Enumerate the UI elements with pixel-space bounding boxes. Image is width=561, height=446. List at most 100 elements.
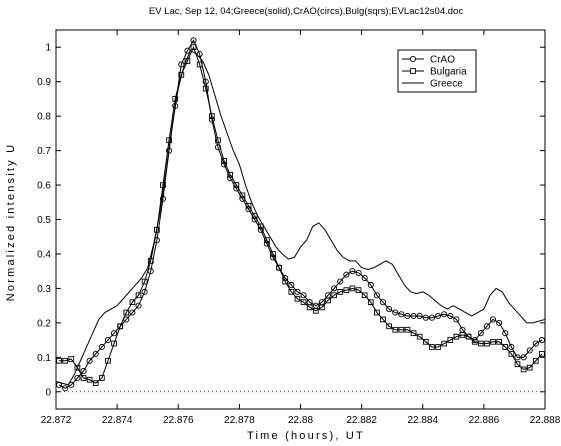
data-point-bulgaria bbox=[429, 344, 435, 350]
data-point-crao bbox=[404, 312, 411, 320]
data-point-bulgaria bbox=[300, 299, 307, 306]
plot-area bbox=[55, 37, 546, 393]
data-point-bulgaria bbox=[245, 202, 252, 209]
data-point-bulgaria bbox=[435, 344, 441, 350]
data-point-bulgaria bbox=[135, 292, 142, 299]
y-tick-label: 0.4 bbox=[37, 249, 51, 260]
legend-marker-crao bbox=[409, 55, 417, 63]
data-point-bulgaria bbox=[111, 340, 117, 347]
data-point-crao bbox=[337, 278, 344, 285]
data-point-crao bbox=[526, 347, 533, 354]
data-point-crao bbox=[104, 337, 112, 344]
data-point-bulgaria bbox=[282, 278, 289, 285]
x-tick-label: 22.878 bbox=[224, 415, 255, 426]
data-point-crao bbox=[288, 281, 295, 289]
data-point-crao bbox=[496, 319, 503, 326]
data-point-bulgaria bbox=[343, 287, 350, 293]
x-tick-label: 22.876 bbox=[163, 415, 194, 426]
x-tick-label: 22.884 bbox=[407, 415, 438, 426]
data-point-crao bbox=[379, 299, 387, 306]
data-point-crao bbox=[477, 330, 484, 337]
data-point-bulgaria bbox=[520, 366, 527, 373]
data-point-bulgaria bbox=[496, 338, 503, 345]
data-point-crao bbox=[361, 275, 368, 282]
data-point-bulgaria bbox=[441, 340, 447, 347]
data-point-bulgaria bbox=[92, 380, 99, 387]
data-point-bulgaria bbox=[374, 309, 380, 316]
data-point-bulgaria bbox=[380, 316, 386, 323]
data-point-bulgaria bbox=[190, 44, 197, 51]
data-point-bulgaria bbox=[257, 223, 264, 230]
data-point-crao bbox=[74, 374, 81, 382]
data-point-crao bbox=[434, 312, 442, 320]
data-point-crao bbox=[300, 292, 307, 299]
data-point-bulgaria bbox=[233, 182, 240, 188]
legend-marker-bulgaria bbox=[410, 68, 416, 74]
data-point-crao bbox=[62, 385, 69, 392]
data-point-bulgaria bbox=[319, 304, 325, 311]
data-point-crao bbox=[428, 314, 435, 321]
data-point-crao bbox=[447, 312, 454, 320]
data-point-bulgaria bbox=[447, 337, 454, 343]
data-point-bulgaria bbox=[398, 326, 405, 333]
data-point-bulgaria bbox=[355, 287, 362, 293]
data-point-crao bbox=[349, 268, 356, 275]
axes: 22.872 22.874 22.876 22.878 22.88 22.882 22.88… bbox=[37, 30, 561, 426]
data-point-crao bbox=[502, 330, 509, 337]
y-tick-label: 0.5 bbox=[37, 215, 51, 226]
y-tick-label: 1 bbox=[45, 43, 51, 54]
data-point-bulgaria bbox=[502, 344, 509, 350]
data-point-bulgaria bbox=[514, 361, 521, 368]
data-point-crao bbox=[367, 281, 374, 289]
data-point-bulgaria bbox=[416, 333, 423, 340]
data-point-crao bbox=[416, 312, 423, 320]
data-point-bulgaria bbox=[532, 357, 539, 364]
data-point-crao bbox=[410, 312, 417, 320]
data-point-bulgaria bbox=[410, 330, 417, 337]
data-point-bulgaria bbox=[160, 182, 166, 188]
data-point-bulgaria bbox=[202, 85, 209, 92]
legend-label-greece: Greece bbox=[430, 79, 463, 90]
data-point-bulgaria bbox=[349, 285, 356, 292]
y-tick-label: 0.9 bbox=[37, 77, 51, 88]
data-point-crao bbox=[129, 309, 136, 316]
data-point-bulgaria bbox=[508, 351, 515, 357]
data-point-crao bbox=[532, 340, 539, 347]
x-axis-label: Time (hours), UT bbox=[247, 430, 365, 442]
data-point-bulgaria bbox=[539, 351, 545, 357]
data-point-crao bbox=[514, 354, 521, 361]
data-point-bulgaria bbox=[215, 137, 221, 144]
data-point-bulgaria bbox=[264, 237, 270, 244]
x-tick-label: 22.886 bbox=[469, 415, 500, 426]
data-point-bulgaria bbox=[386, 323, 392, 330]
data-point-bulgaria bbox=[74, 364, 81, 371]
data-point-bulgaria bbox=[98, 375, 105, 381]
data-point-bulgaria bbox=[404, 326, 411, 333]
data-point-crao bbox=[343, 271, 350, 278]
data-point-crao bbox=[159, 195, 167, 202]
x-tick-label: 22.874 bbox=[102, 415, 133, 426]
data-point-crao bbox=[111, 330, 118, 337]
data-point-bulgaria bbox=[312, 307, 319, 314]
data-point-bulgaria bbox=[459, 332, 466, 338]
data-point-crao bbox=[135, 302, 142, 309]
data-point-bulgaria bbox=[56, 357, 62, 364]
data-point-bulgaria bbox=[471, 338, 478, 345]
data-point-bulgaria bbox=[276, 264, 282, 271]
data-point-bulgaria bbox=[361, 292, 368, 299]
data-point-crao bbox=[386, 306, 393, 313]
data-point-bulgaria bbox=[172, 96, 179, 102]
chart-title: EV Lac, Sep 12, 04;Greece(solid),CrAO(ci… bbox=[149, 6, 463, 17]
data-point-bulgaria bbox=[251, 213, 258, 219]
data-point-crao bbox=[331, 285, 338, 292]
data-point-bulgaria bbox=[105, 357, 111, 364]
y-tick-label: 0.2 bbox=[37, 318, 51, 329]
data-point-bulgaria bbox=[367, 299, 374, 306]
data-point-bulgaria bbox=[331, 292, 337, 299]
legend-label-bulgaria: Bulgaria bbox=[430, 67, 467, 78]
y-tick-label: 0.3 bbox=[37, 284, 51, 295]
data-point-bulgaria bbox=[80, 375, 87, 381]
data-point-bulgaria bbox=[129, 299, 136, 306]
